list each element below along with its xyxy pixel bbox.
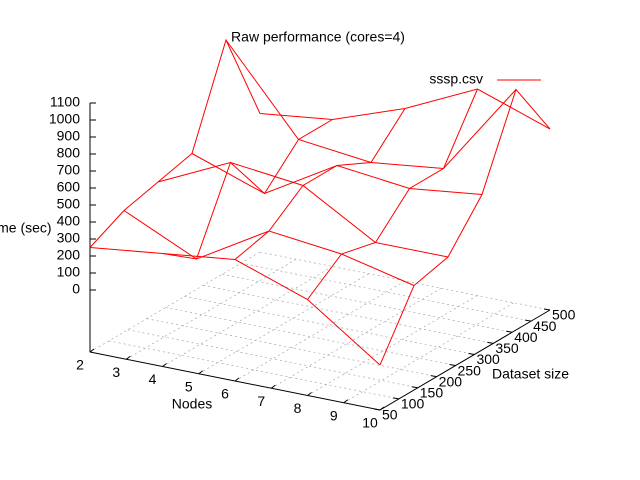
grid-line: [146, 318, 437, 377]
surface-line: [379, 88, 551, 366]
grid-line: [165, 307, 456, 366]
y-tick: [506, 330, 513, 333]
surface-line: [259, 88, 551, 130]
y-tick: [392, 397, 399, 400]
y-tick: [449, 364, 456, 367]
grid-line: [222, 273, 513, 333]
y-tick-label: 400: [514, 329, 538, 345]
x-tick: [343, 399, 349, 404]
grid-line: [184, 296, 475, 355]
x-tick-label: 2: [76, 357, 84, 373]
y-tick: [543, 308, 551, 311]
grid-line: [198, 273, 369, 375]
grid-line: [108, 340, 399, 400]
x-tick: [125, 355, 131, 360]
x-tick-label: 10: [362, 415, 378, 431]
z-tick-label: 800: [57, 145, 81, 161]
surface-line: [225, 39, 517, 170]
z-tick-label: 300: [57, 230, 81, 246]
surface-line: [157, 161, 449, 258]
x-tick-label: 5: [185, 378, 193, 394]
surface-line: [191, 153, 483, 195]
z-tick-label: 900: [57, 128, 81, 144]
y-tick-label: 50: [382, 407, 398, 423]
y-tick-label: 300: [476, 351, 500, 367]
y-tick: [411, 386, 418, 389]
z-tick-label: 200: [57, 247, 81, 263]
grid-line: [162, 266, 333, 367]
y-tick-label: 100: [401, 396, 425, 412]
x-tick: [162, 363, 167, 367]
surface-line: [123, 210, 415, 286]
x-axis-label: Nodes: [172, 396, 212, 412]
y-axis-label: Dataset size: [492, 366, 569, 382]
z-tick-label: 600: [57, 179, 81, 195]
y-tick-label: 250: [458, 362, 482, 378]
y-tick-label: 200: [439, 373, 463, 389]
x-tick: [270, 384, 276, 389]
grid-line: [89, 251, 261, 353]
z-axis-label: Time (sec): [0, 220, 52, 236]
chart-title: Raw performance (cores=4): [231, 29, 405, 45]
grid-line: [271, 287, 442, 389]
grid-line: [234, 280, 406, 382]
surface-line: [234, 108, 406, 260]
y-tick: [373, 408, 381, 411]
z-tick-label: 100: [57, 264, 81, 280]
y-tick: [468, 352, 475, 355]
x-tick-label: 7: [257, 393, 265, 409]
x-tick: [198, 370, 204, 375]
surface-line: [307, 88, 478, 300]
z-tick-label: 1100: [50, 94, 80, 110]
y-tick: [525, 319, 532, 322]
x-tick-label: 9: [330, 407, 338, 423]
y-tick: [430, 375, 437, 378]
y-tick-label: 500: [552, 307, 576, 323]
x-tick-label: 3: [112, 364, 120, 380]
y-tick-label: 350: [495, 340, 519, 356]
x-tick: [234, 377, 240, 382]
x-tick: [379, 406, 385, 411]
legend-label: sssp.csv: [429, 71, 483, 87]
surface-line: [89, 38, 261, 248]
x-tick: [307, 392, 312, 396]
x-tick: [89, 348, 95, 353]
y-tick-label: 450: [533, 318, 557, 334]
z-tick-label: 0: [72, 281, 80, 297]
z-tick-label: 500: [57, 196, 81, 212]
z-tick-label: 1000: [49, 111, 80, 127]
grid-line: [259, 251, 551, 311]
y-tick-label: 150: [420, 384, 444, 400]
x-tick-label: 4: [149, 371, 157, 387]
x-tick-label: 8: [294, 400, 302, 416]
y-tick: [487, 341, 494, 344]
grid-line: [127, 329, 418, 389]
surface-line: [89, 247, 381, 366]
x-tick-label: 6: [221, 386, 229, 402]
grid-line: [126, 258, 297, 360]
grid-line: [203, 285, 494, 344]
z-tick-label: 400: [57, 213, 81, 229]
surface-line: [162, 119, 333, 260]
z-tick-label: 700: [57, 162, 81, 178]
grid-line: [241, 262, 532, 322]
